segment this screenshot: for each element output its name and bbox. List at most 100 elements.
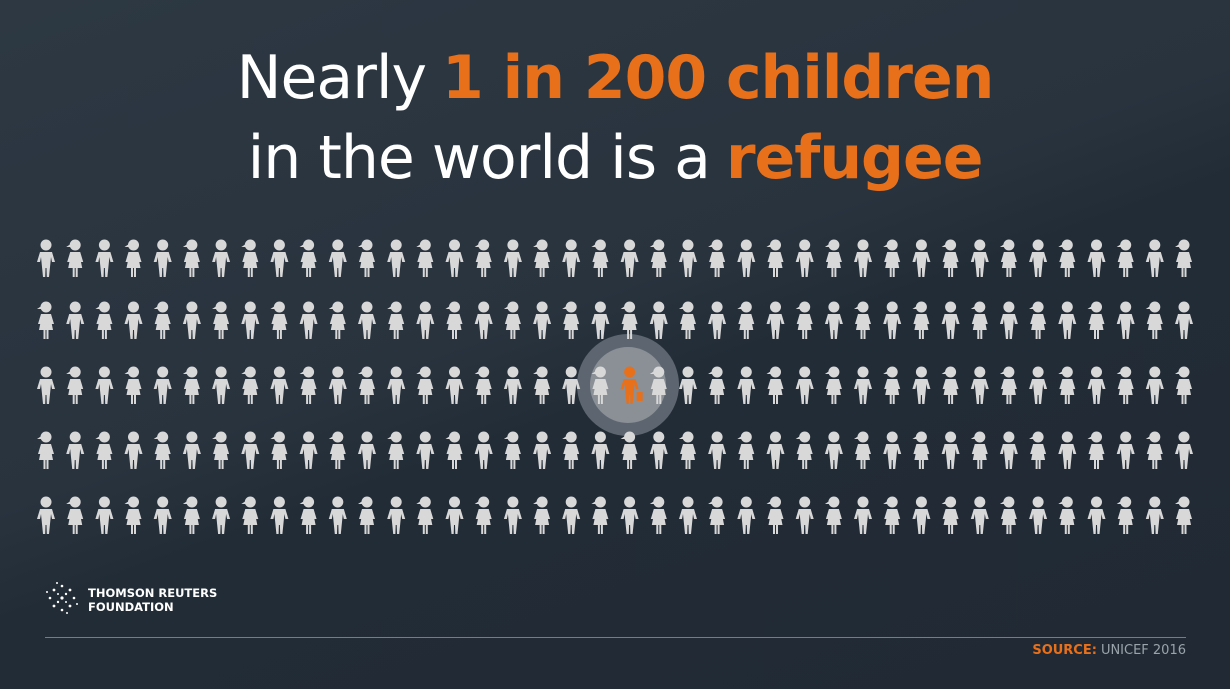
child-icon bbox=[416, 496, 434, 534]
child-icon bbox=[562, 496, 581, 534]
child-icon bbox=[649, 496, 667, 534]
child-icon bbox=[620, 301, 638, 339]
source-label: SOURCE: bbox=[1032, 643, 1097, 658]
logo-line: FOUNDATION bbox=[88, 600, 174, 614]
logo-mark bbox=[46, 582, 78, 614]
child-icon bbox=[37, 431, 54, 469]
child-icon bbox=[153, 239, 172, 277]
child-icon bbox=[708, 301, 727, 339]
child-icon bbox=[533, 431, 552, 469]
child-icon bbox=[708, 239, 726, 277]
child-icon bbox=[474, 366, 492, 404]
child-icon bbox=[445, 431, 463, 469]
child-icon bbox=[1087, 496, 1106, 534]
child-icon bbox=[708, 496, 726, 534]
child-icon bbox=[649, 301, 668, 339]
child-icon bbox=[416, 431, 435, 469]
child-icon bbox=[95, 496, 114, 534]
child-icon bbox=[533, 366, 551, 404]
child-icon bbox=[270, 496, 289, 534]
child-icon bbox=[766, 239, 784, 277]
child-icon bbox=[1029, 239, 1048, 277]
child-icon bbox=[999, 239, 1017, 277]
child-icon bbox=[241, 366, 259, 404]
child-icon bbox=[1116, 496, 1134, 534]
child-icon bbox=[387, 366, 406, 404]
child-icon bbox=[562, 239, 581, 277]
child-icon bbox=[95, 301, 113, 339]
child-icon bbox=[854, 301, 871, 339]
child-icon bbox=[679, 239, 697, 277]
child-icon bbox=[95, 431, 113, 469]
child-icon bbox=[445, 496, 464, 534]
child-icon bbox=[474, 239, 492, 277]
child-icon bbox=[591, 239, 609, 277]
child-icon bbox=[66, 366, 84, 404]
child-icon bbox=[620, 431, 638, 469]
logo-text: THOMSON REUTERS FOUNDATION bbox=[88, 586, 217, 614]
child-icon bbox=[1029, 366, 1048, 404]
child-icon bbox=[649, 431, 668, 469]
child-icon bbox=[941, 431, 960, 469]
child-icon bbox=[153, 496, 172, 534]
child-icon bbox=[387, 496, 406, 534]
child-icon bbox=[824, 431, 843, 469]
child-icon bbox=[358, 239, 375, 277]
child-icon bbox=[241, 496, 259, 534]
child-icon bbox=[679, 496, 697, 534]
child-icon bbox=[941, 301, 960, 339]
child-icon bbox=[328, 366, 347, 404]
child-icon bbox=[795, 301, 813, 339]
child-icon bbox=[445, 301, 463, 339]
child-icon bbox=[358, 366, 375, 404]
child-icon bbox=[1145, 239, 1164, 277]
child-icon bbox=[66, 496, 84, 534]
child-icon bbox=[737, 239, 756, 277]
child-icon bbox=[883, 301, 902, 339]
child-icon bbox=[1175, 239, 1192, 277]
child-icon bbox=[999, 301, 1018, 339]
child-icon bbox=[854, 366, 872, 404]
child-icon bbox=[795, 496, 814, 534]
child-icon bbox=[912, 431, 930, 469]
child-icon bbox=[824, 496, 842, 534]
child-icon bbox=[1087, 301, 1105, 339]
child-icon bbox=[503, 301, 521, 339]
child-icon bbox=[737, 431, 755, 469]
child-icon bbox=[241, 431, 260, 469]
child-icon bbox=[66, 431, 85, 469]
child-icon bbox=[912, 366, 931, 404]
child-icon bbox=[970, 366, 989, 404]
child-icon bbox=[153, 431, 171, 469]
child-icon bbox=[1175, 366, 1192, 404]
child-icon bbox=[970, 496, 989, 534]
child-icon bbox=[766, 496, 784, 534]
child-icon bbox=[474, 301, 493, 339]
child-icon bbox=[591, 431, 610, 469]
child-icon bbox=[358, 431, 376, 469]
child-icon bbox=[503, 366, 522, 404]
child-icon bbox=[95, 366, 114, 404]
child-icon bbox=[328, 431, 346, 469]
child-icon bbox=[1145, 301, 1163, 339]
child-icon bbox=[95, 239, 114, 277]
child-icon bbox=[1058, 496, 1076, 534]
child-icon bbox=[970, 301, 988, 339]
child-icon bbox=[1058, 431, 1077, 469]
child-icon bbox=[212, 301, 230, 339]
child-icon bbox=[474, 431, 493, 469]
child-icon bbox=[241, 301, 260, 339]
child-icon bbox=[1087, 366, 1106, 404]
child-icon bbox=[854, 239, 872, 277]
child-icon bbox=[533, 301, 552, 339]
child-icon bbox=[883, 431, 902, 469]
child-icon bbox=[416, 239, 434, 277]
source: SOURCE: UNICEF 2016 bbox=[1032, 643, 1186, 658]
child-icon bbox=[824, 366, 842, 404]
child-icon bbox=[533, 239, 551, 277]
child-icon bbox=[824, 239, 842, 277]
child-icon bbox=[1116, 431, 1135, 469]
child-icon bbox=[1145, 366, 1164, 404]
child-icon bbox=[1029, 496, 1048, 534]
